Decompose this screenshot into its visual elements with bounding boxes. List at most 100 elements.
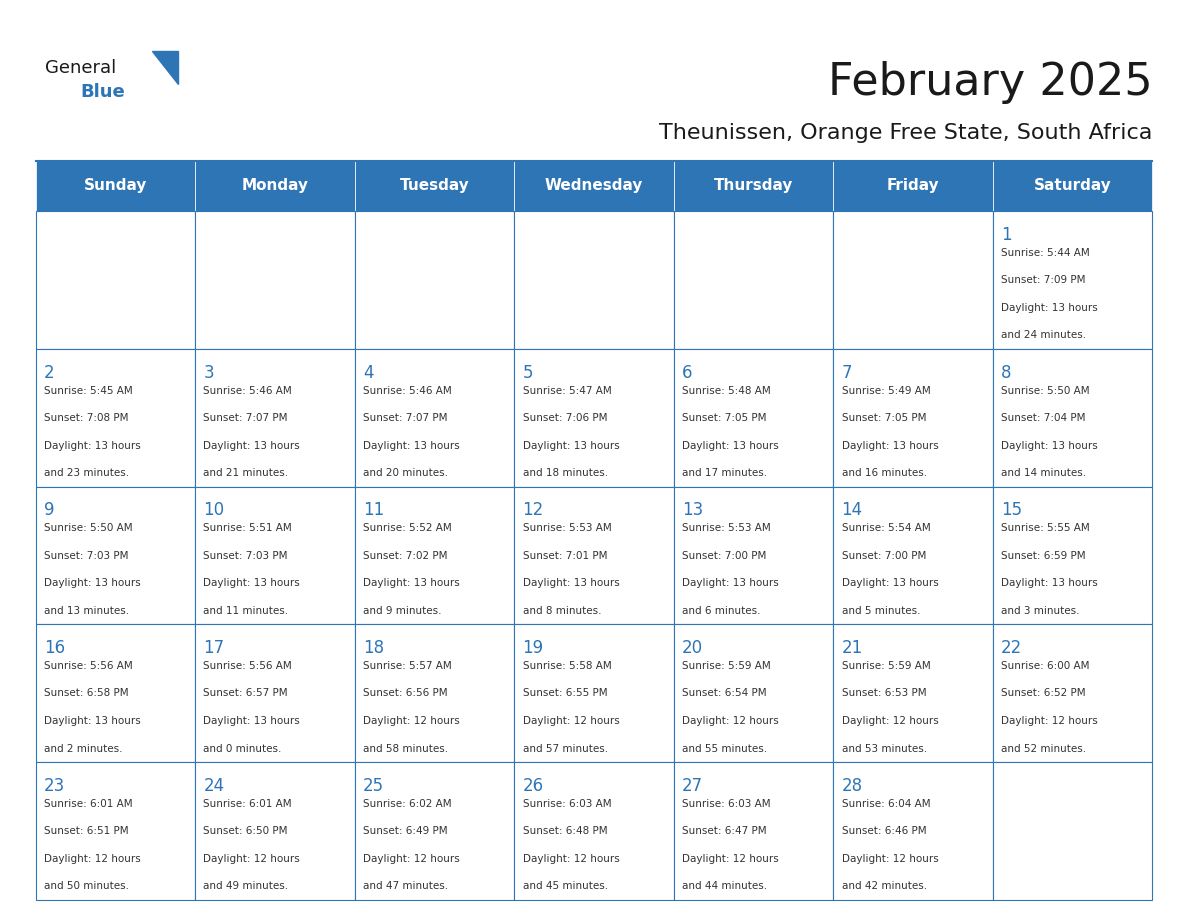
Bar bbox=[514, 487, 674, 624]
Text: Sunset: 6:54 PM: Sunset: 6:54 PM bbox=[682, 688, 766, 699]
Text: 20: 20 bbox=[682, 639, 703, 657]
Text: and 0 minutes.: and 0 minutes. bbox=[203, 744, 282, 754]
Text: Daylight: 13 hours: Daylight: 13 hours bbox=[523, 441, 619, 451]
Text: Sunset: 6:48 PM: Sunset: 6:48 PM bbox=[523, 826, 607, 836]
Bar bbox=[993, 349, 1152, 487]
Text: and 2 minutes.: and 2 minutes. bbox=[44, 744, 122, 754]
Text: Daylight: 13 hours: Daylight: 13 hours bbox=[203, 441, 301, 451]
Text: General: General bbox=[45, 59, 116, 77]
Text: Friday: Friday bbox=[886, 178, 940, 194]
Text: Theunissen, Orange Free State, South Africa: Theunissen, Orange Free State, South Afr… bbox=[659, 123, 1152, 143]
Text: Saturday: Saturday bbox=[1034, 178, 1112, 194]
Bar bbox=[514, 624, 674, 762]
Text: 22: 22 bbox=[1001, 639, 1023, 657]
Bar bbox=[36, 161, 195, 211]
Text: Sunset: 7:06 PM: Sunset: 7:06 PM bbox=[523, 413, 607, 423]
Bar bbox=[195, 624, 355, 762]
Text: Sunset: 6:53 PM: Sunset: 6:53 PM bbox=[841, 688, 927, 699]
Text: 2: 2 bbox=[44, 364, 55, 382]
Polygon shape bbox=[152, 51, 178, 84]
Bar bbox=[355, 161, 514, 211]
Text: Sunset: 7:00 PM: Sunset: 7:00 PM bbox=[841, 551, 925, 561]
Text: 21: 21 bbox=[841, 639, 862, 657]
Text: Sunrise: 6:03 AM: Sunrise: 6:03 AM bbox=[682, 799, 771, 809]
Text: Sunset: 6:52 PM: Sunset: 6:52 PM bbox=[1001, 688, 1086, 699]
Text: and 57 minutes.: and 57 minutes. bbox=[523, 744, 608, 754]
Bar bbox=[355, 487, 514, 624]
Text: 23: 23 bbox=[44, 777, 65, 795]
Text: 4: 4 bbox=[364, 364, 373, 382]
Bar bbox=[36, 762, 195, 900]
Text: Sunrise: 5:59 AM: Sunrise: 5:59 AM bbox=[841, 661, 930, 671]
Text: Sunrise: 6:01 AM: Sunrise: 6:01 AM bbox=[44, 799, 133, 809]
Text: Sunset: 6:57 PM: Sunset: 6:57 PM bbox=[203, 688, 289, 699]
Bar bbox=[674, 211, 833, 349]
Text: and 55 minutes.: and 55 minutes. bbox=[682, 744, 767, 754]
Text: Sunset: 7:03 PM: Sunset: 7:03 PM bbox=[44, 551, 128, 561]
Text: Sunset: 7:07 PM: Sunset: 7:07 PM bbox=[203, 413, 287, 423]
Text: and 9 minutes.: and 9 minutes. bbox=[364, 606, 442, 616]
Text: Sunset: 7:09 PM: Sunset: 7:09 PM bbox=[1001, 275, 1086, 285]
Text: Daylight: 12 hours: Daylight: 12 hours bbox=[841, 854, 939, 864]
Bar bbox=[195, 487, 355, 624]
Text: Sunset: 6:51 PM: Sunset: 6:51 PM bbox=[44, 826, 128, 836]
Text: Daylight: 13 hours: Daylight: 13 hours bbox=[44, 441, 140, 451]
Text: Daylight: 13 hours: Daylight: 13 hours bbox=[203, 716, 301, 726]
Text: Tuesday: Tuesday bbox=[399, 178, 469, 194]
Text: 26: 26 bbox=[523, 777, 544, 795]
Text: Sunrise: 5:57 AM: Sunrise: 5:57 AM bbox=[364, 661, 451, 671]
Text: Sunrise: 6:02 AM: Sunrise: 6:02 AM bbox=[364, 799, 451, 809]
Text: and 11 minutes.: and 11 minutes. bbox=[203, 606, 289, 616]
Text: Daylight: 13 hours: Daylight: 13 hours bbox=[523, 578, 619, 588]
Text: 7: 7 bbox=[841, 364, 852, 382]
Bar bbox=[674, 624, 833, 762]
Text: Sunset: 7:02 PM: Sunset: 7:02 PM bbox=[364, 551, 448, 561]
Text: Sunrise: 5:52 AM: Sunrise: 5:52 AM bbox=[364, 523, 451, 533]
Text: Daylight: 13 hours: Daylight: 13 hours bbox=[364, 578, 460, 588]
Text: and 23 minutes.: and 23 minutes. bbox=[44, 468, 129, 478]
Bar bbox=[36, 349, 195, 487]
Bar bbox=[993, 762, 1152, 900]
Text: February 2025: February 2025 bbox=[828, 62, 1152, 104]
Text: Daylight: 12 hours: Daylight: 12 hours bbox=[682, 716, 779, 726]
Text: Sunrise: 5:46 AM: Sunrise: 5:46 AM bbox=[364, 386, 451, 396]
Text: and 5 minutes.: and 5 minutes. bbox=[841, 606, 921, 616]
Text: Sunset: 7:08 PM: Sunset: 7:08 PM bbox=[44, 413, 128, 423]
Text: Sunset: 7:00 PM: Sunset: 7:00 PM bbox=[682, 551, 766, 561]
Text: and 8 minutes.: and 8 minutes. bbox=[523, 606, 601, 616]
Bar bbox=[355, 762, 514, 900]
Text: 17: 17 bbox=[203, 639, 225, 657]
Text: Daylight: 13 hours: Daylight: 13 hours bbox=[1001, 578, 1098, 588]
Text: Sunrise: 5:49 AM: Sunrise: 5:49 AM bbox=[841, 386, 930, 396]
Text: Daylight: 13 hours: Daylight: 13 hours bbox=[44, 716, 140, 726]
Text: and 20 minutes.: and 20 minutes. bbox=[364, 468, 448, 478]
Text: Daylight: 13 hours: Daylight: 13 hours bbox=[1001, 303, 1098, 313]
Text: Daylight: 13 hours: Daylight: 13 hours bbox=[682, 578, 779, 588]
Text: and 45 minutes.: and 45 minutes. bbox=[523, 881, 608, 891]
Text: and 44 minutes.: and 44 minutes. bbox=[682, 881, 767, 891]
Text: and 21 minutes.: and 21 minutes. bbox=[203, 468, 289, 478]
Text: Sunset: 6:46 PM: Sunset: 6:46 PM bbox=[841, 826, 927, 836]
Text: and 14 minutes.: and 14 minutes. bbox=[1001, 468, 1086, 478]
Text: Daylight: 13 hours: Daylight: 13 hours bbox=[841, 441, 939, 451]
Bar bbox=[833, 487, 993, 624]
Bar bbox=[355, 349, 514, 487]
Text: 14: 14 bbox=[841, 501, 862, 520]
Text: Sunrise: 5:48 AM: Sunrise: 5:48 AM bbox=[682, 386, 771, 396]
Text: and 17 minutes.: and 17 minutes. bbox=[682, 468, 767, 478]
Bar bbox=[993, 211, 1152, 349]
Text: 27: 27 bbox=[682, 777, 703, 795]
Bar bbox=[514, 161, 674, 211]
Text: 12: 12 bbox=[523, 501, 544, 520]
Text: Daylight: 13 hours: Daylight: 13 hours bbox=[364, 441, 460, 451]
Text: Sunset: 6:47 PM: Sunset: 6:47 PM bbox=[682, 826, 766, 836]
Text: Sunset: 6:50 PM: Sunset: 6:50 PM bbox=[203, 826, 287, 836]
Bar bbox=[833, 624, 993, 762]
Text: Sunrise: 5:58 AM: Sunrise: 5:58 AM bbox=[523, 661, 612, 671]
Text: Daylight: 13 hours: Daylight: 13 hours bbox=[682, 441, 779, 451]
Text: Sunrise: 5:47 AM: Sunrise: 5:47 AM bbox=[523, 386, 612, 396]
Bar bbox=[993, 487, 1152, 624]
Text: Daylight: 13 hours: Daylight: 13 hours bbox=[1001, 441, 1098, 451]
Text: 28: 28 bbox=[841, 777, 862, 795]
Text: and 52 minutes.: and 52 minutes. bbox=[1001, 744, 1086, 754]
